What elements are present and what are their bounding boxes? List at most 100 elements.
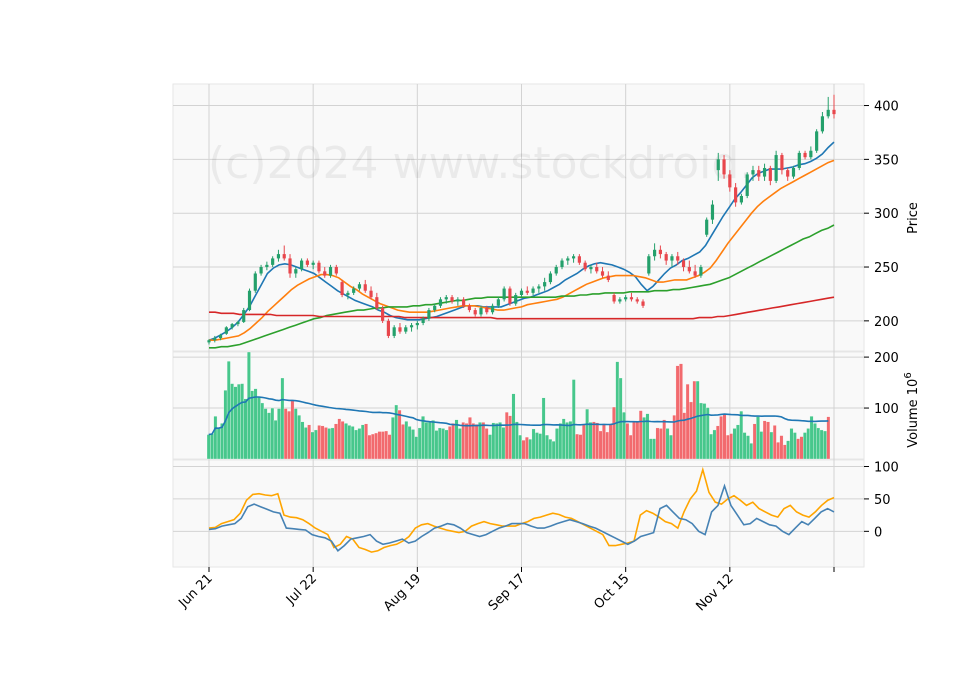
y-tick-label: 250	[874, 261, 899, 276]
volume-bar	[816, 427, 821, 460]
candle-body	[409, 325, 414, 328]
candle-body	[427, 310, 431, 319]
candle-body	[537, 286, 541, 289]
volume-bar	[739, 410, 744, 460]
candle-body	[508, 288, 512, 304]
volume-bars	[206, 351, 831, 460]
volume-bar	[551, 441, 556, 460]
price-moving-averages	[208, 141, 835, 349]
volume-bar	[635, 421, 640, 460]
volume-bar	[675, 365, 680, 460]
candle-body	[629, 297, 634, 300]
volume-bar	[280, 377, 285, 460]
volume-bar	[719, 416, 723, 460]
volume-bar	[424, 422, 429, 460]
candle-body	[606, 275, 610, 280]
volume-bar	[612, 406, 616, 460]
volume-bar	[518, 434, 522, 460]
candle-body	[734, 187, 738, 203]
volume-bar	[736, 424, 740, 460]
candle-body	[832, 109, 836, 115]
candle-body	[444, 297, 448, 300]
candle-body	[404, 327, 408, 332]
volume-bar	[575, 433, 579, 460]
volume-bar	[484, 428, 489, 460]
volume-bar	[759, 431, 764, 460]
candle-body	[710, 204, 715, 220]
volume-bar	[655, 427, 660, 460]
candle-body	[479, 307, 483, 315]
volume-bar	[578, 434, 583, 460]
volume-bar	[511, 393, 516, 460]
candle-body	[618, 299, 622, 302]
volume-bar	[354, 429, 358, 460]
volume-bar	[233, 386, 238, 460]
price-ylabel: Price	[906, 202, 921, 234]
volume-bar	[478, 422, 482, 460]
candle-body	[780, 155, 784, 171]
volume-bar	[799, 436, 804, 460]
candle-body	[317, 262, 321, 272]
volume-bar	[350, 426, 355, 460]
candle-body	[786, 170, 790, 177]
moving-average-line	[209, 296, 835, 320]
candle-body	[381, 307, 385, 321]
volume-bar	[206, 434, 211, 460]
volume-bar	[243, 398, 248, 460]
volume-bar	[535, 432, 539, 460]
candle-body	[693, 271, 697, 276]
candle-body	[681, 260, 686, 268]
volume-bar	[324, 427, 328, 460]
volume-bar	[726, 434, 730, 460]
candle-body	[271, 258, 275, 265]
candle-body	[728, 174, 732, 188]
candle-body	[739, 195, 743, 203]
volume-bar	[705, 407, 710, 460]
volume-bar	[622, 411, 626, 460]
candle-body	[438, 299, 443, 306]
volume-bar	[337, 418, 342, 460]
volume-bar	[471, 423, 476, 460]
candle-body	[600, 271, 605, 276]
candle-body	[595, 267, 599, 272]
volume-bar	[488, 434, 492, 460]
volume-bar	[300, 421, 305, 460]
volume-bar	[391, 417, 395, 460]
y-tick-label: 0	[874, 525, 882, 540]
candle-body	[496, 299, 500, 306]
candle-body	[641, 301, 645, 306]
candle-body	[809, 150, 813, 158]
x-tick-label: Jul 22	[283, 571, 320, 608]
moving-average-line	[209, 159, 835, 342]
candle-body	[346, 292, 350, 296]
volume-bar	[240, 383, 244, 460]
volume-bar	[273, 420, 278, 460]
candle-body	[803, 152, 807, 158]
volume-bar	[652, 438, 656, 460]
volume-bar	[220, 423, 224, 460]
candle-body	[554, 267, 558, 274]
candle-body	[276, 254, 281, 259]
volume-bar	[545, 434, 549, 460]
candle-body	[265, 264, 269, 268]
volume-bar	[297, 415, 301, 460]
volume-bar	[330, 427, 335, 460]
candle-body	[485, 307, 489, 313]
candle-body	[566, 258, 570, 261]
watermark: (c)2024 www.stockdroid.	[208, 138, 753, 189]
volume-bar	[448, 426, 452, 460]
volume-bar	[230, 383, 234, 460]
volume-bar	[685, 383, 690, 460]
volume-bar	[287, 410, 291, 460]
volume-bar	[786, 440, 790, 460]
y-tick-label: 100	[874, 460, 899, 475]
volume-bar	[665, 428, 670, 460]
volume-bar	[267, 412, 271, 460]
volume-bar	[320, 425, 325, 460]
volume-bar	[414, 436, 419, 460]
volume-bar	[722, 414, 727, 460]
volume-bar	[270, 407, 275, 460]
volume-bar	[766, 421, 770, 460]
candle-body	[722, 159, 726, 175]
